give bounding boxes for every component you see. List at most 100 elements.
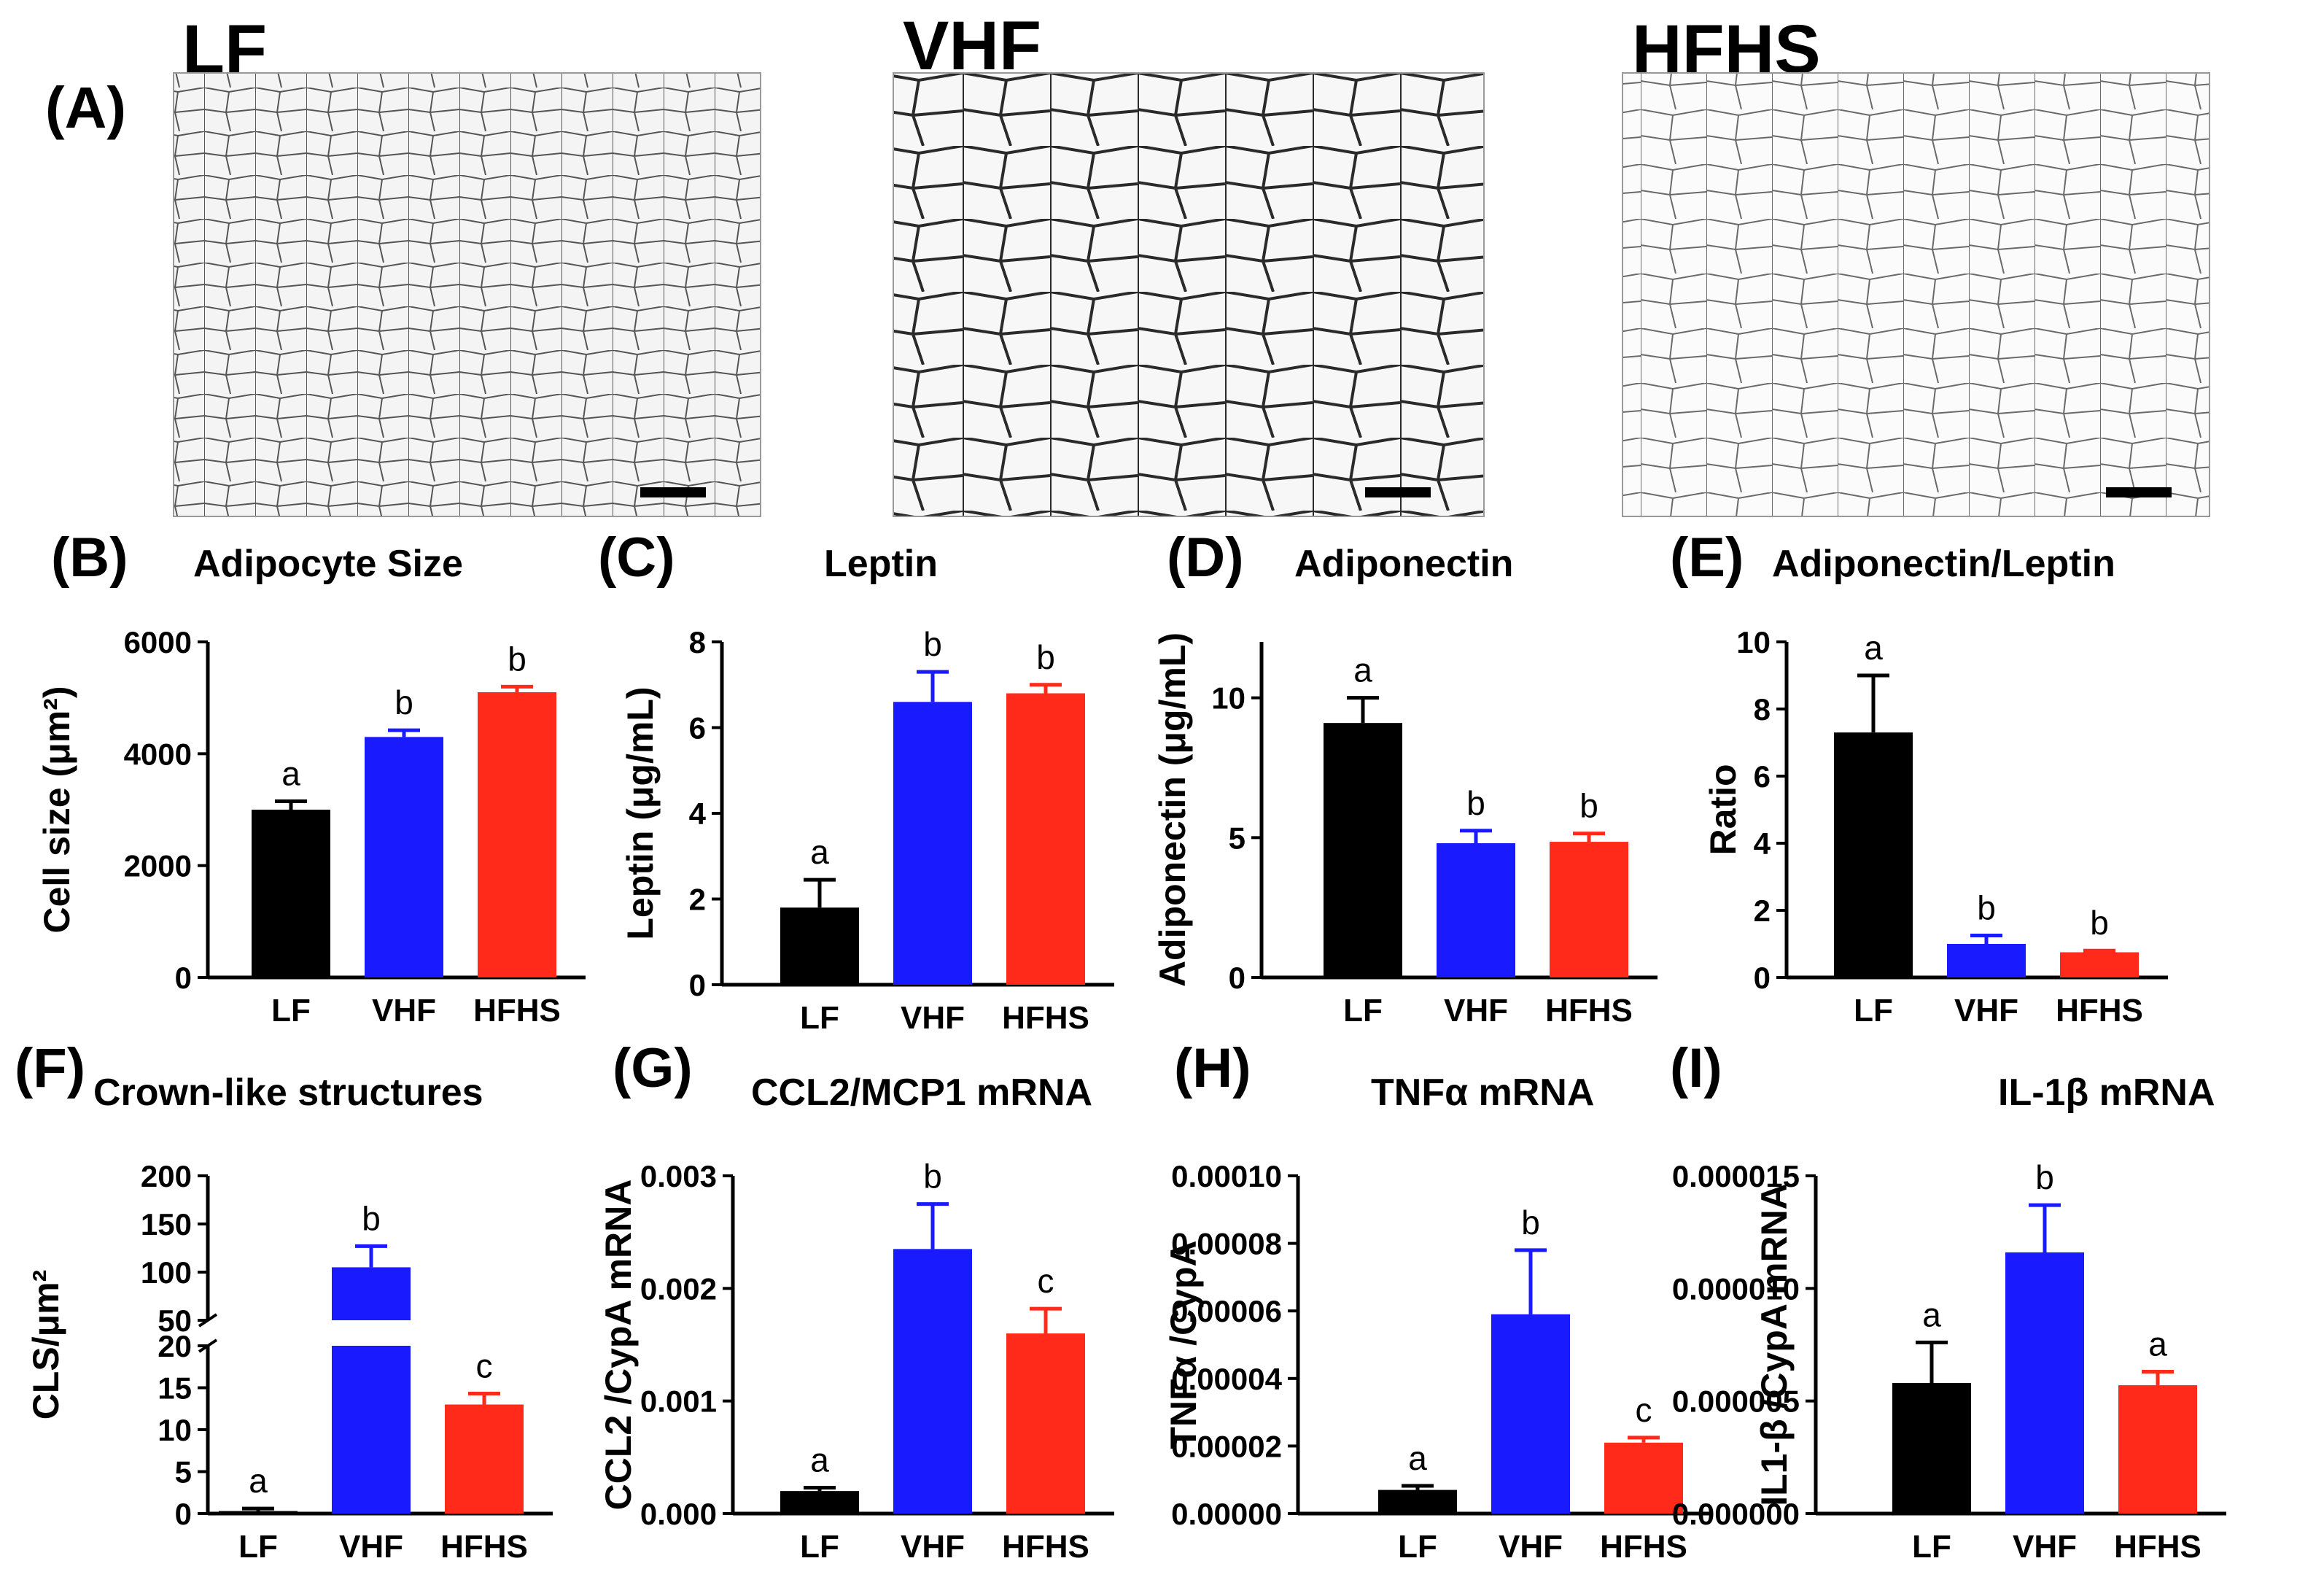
chart-panel-c: (C) Leptin Leptin (μg/mL) 0 2 4 6 8 a LF b VHF b HFHS bbox=[598, 527, 1114, 1036]
y-tick-label-c: 8 bbox=[689, 625, 706, 659]
y-tick-label-g: 0.002 bbox=[640, 1271, 717, 1306]
bar-h-hfhs bbox=[1604, 1442, 1683, 1514]
bar-i-lf bbox=[1892, 1382, 1971, 1514]
panel-label-h: (H) bbox=[1174, 1037, 1251, 1099]
y-tick-label-h: 0.00002 bbox=[1171, 1429, 1282, 1463]
significance-letter-i-vhf: b bbox=[2035, 1158, 2054, 1196]
chart-title-d: Adiponectin bbox=[1294, 543, 1513, 585]
x-tick-label-h-vhf: VHF bbox=[1499, 1529, 1563, 1565]
x-tick-label-c-lf: LF bbox=[800, 1000, 839, 1036]
x-tick-label-i-hfhs: HFHS bbox=[2114, 1529, 2201, 1565]
bar-g-hfhs bbox=[1006, 1333, 1085, 1514]
y-tick-label-i: 0.000000 bbox=[1672, 1497, 1800, 1531]
significance-letter-e-vhf: b bbox=[1977, 889, 1996, 927]
y-axis-label-i: IL1-β /CypA mRNA bbox=[1754, 1183, 1795, 1506]
x-tick-label-e-lf: LF bbox=[1854, 993, 1893, 1028]
significance-letter-g-lf: a bbox=[810, 1441, 829, 1479]
x-tick-label-b-lf: LF bbox=[271, 993, 311, 1028]
y-tick-label-g: 0.000 bbox=[640, 1497, 717, 1531]
significance-letter-f-vhf: b bbox=[362, 1199, 381, 1237]
chart-title-e: Adiponectin/Leptin bbox=[1772, 543, 2115, 585]
scale-bar-lf bbox=[640, 487, 706, 497]
y-tick-label-g: 0.003 bbox=[640, 1159, 717, 1193]
y-axis-label-d: Adiponectin (μg/mL) bbox=[1152, 632, 1193, 987]
bar-c-lf bbox=[780, 907, 859, 985]
chart-panel-e: (E) Adiponectin/Leptin Ratio 0 2 4 6 8 10 a LF b VHF… bbox=[1670, 527, 2168, 1028]
chart-title-c: Leptin bbox=[824, 543, 938, 585]
significance-letter-d-vhf: b bbox=[1466, 784, 1485, 822]
y-tick-label-b: 2000 bbox=[124, 849, 192, 883]
y-tick-label-f: 50 bbox=[158, 1303, 192, 1338]
panel-label-a: (A) bbox=[45, 75, 126, 140]
chart-panel-h: (H) TNFα mRNA TNFα /CypA 0.00000 0.00002 0.00… bbox=[1163, 1037, 1712, 1565]
bar-c-vhf bbox=[893, 702, 972, 985]
y-axis-label-c: Leptin (μg/mL) bbox=[620, 686, 661, 940]
panel-label-g: (G) bbox=[613, 1037, 693, 1099]
x-tick-label-f-lf: LF bbox=[238, 1529, 278, 1565]
panel-label-b: (B) bbox=[51, 527, 128, 589]
y-axis-label-e: Ratio bbox=[1703, 764, 1744, 856]
chart-title-h: TNFα mRNA bbox=[1371, 1072, 1594, 1114]
panel-label-e: (E) bbox=[1670, 527, 1744, 589]
y-tick-label-b: 0 bbox=[175, 961, 192, 995]
bar-b-vhf bbox=[365, 737, 443, 977]
significance-letter-c-vhf: b bbox=[923, 625, 942, 663]
y-tick-label-e: 6 bbox=[1754, 759, 1771, 794]
panel-label-f: (F) bbox=[15, 1037, 85, 1099]
bar-b-lf bbox=[252, 810, 330, 977]
micrograph-panel-lf: LF bbox=[173, 11, 761, 517]
bar-i-vhf bbox=[2005, 1252, 2084, 1514]
significance-letter-c-lf: a bbox=[810, 833, 829, 871]
significance-letter-e-lf: a bbox=[1864, 629, 1883, 667]
x-tick-label-e-vhf: VHF bbox=[1954, 993, 2018, 1028]
significance-letter-d-lf: a bbox=[1353, 651, 1372, 689]
significance-letter-h-vhf: b bbox=[1521, 1204, 1540, 1241]
y-tick-label-f: 150 bbox=[141, 1207, 192, 1241]
y-tick-label-i: 0.000015 bbox=[1672, 1159, 1800, 1193]
y-tick-label-e: 0 bbox=[1754, 961, 1771, 995]
x-tick-label-d-lf: LF bbox=[1343, 993, 1383, 1028]
y-tick-label-f: 0 bbox=[175, 1497, 192, 1531]
panel-label-i: (I) bbox=[1670, 1037, 1722, 1099]
micrograph-panel-vhf: VHF bbox=[893, 7, 1485, 517]
y-tick-label-f: 15 bbox=[158, 1371, 192, 1406]
y-tick-label-f: 10 bbox=[158, 1413, 192, 1447]
bar-c-hfhs bbox=[1006, 693, 1085, 985]
y-tick-label-d: 5 bbox=[1229, 821, 1245, 855]
micrograph-panel-hfhs: HFHS bbox=[1622, 11, 2210, 517]
significance-letter-h-hfhs: c bbox=[1636, 1391, 1652, 1429]
bar-g-lf bbox=[780, 1491, 859, 1514]
x-tick-label-g-hfhs: HFHS bbox=[1002, 1529, 1089, 1565]
significance-letter-f-hfhs: c bbox=[476, 1347, 493, 1385]
y-tick-label-c: 6 bbox=[689, 711, 706, 745]
micrograph-hfhs bbox=[1622, 72, 2210, 517]
y-tick-label-i: 0.000005 bbox=[1672, 1384, 1800, 1419]
x-tick-label-i-lf: LF bbox=[1912, 1529, 1951, 1565]
y-tick-label-f: 100 bbox=[141, 1255, 192, 1290]
bar-e-lf bbox=[1834, 732, 1913, 977]
bar-b-hfhs bbox=[478, 692, 556, 977]
y-axis-label-b: Cell size (μm²) bbox=[36, 686, 77, 934]
y-tick-label-h: 0.00010 bbox=[1171, 1159, 1282, 1193]
micrograph-title-vhf: VHF bbox=[903, 7, 1041, 85]
y-tick-label-f: 5 bbox=[175, 1455, 192, 1489]
significance-letter-e-hfhs: b bbox=[2090, 904, 2109, 942]
y-tick-label-f: 200 bbox=[141, 1159, 192, 1193]
bar-h-lf bbox=[1378, 1489, 1457, 1514]
chart-panel-d: (D) Adiponectin Adiponectin (μg/mL) 0 5 10 a LF… bbox=[1152, 527, 1657, 1028]
y-tick-label-e: 2 bbox=[1754, 894, 1771, 928]
y-tick-label-i: 0.000010 bbox=[1672, 1271, 1800, 1306]
x-tick-label-d-hfhs: HFHS bbox=[1545, 993, 1633, 1028]
bar-f-vhf bbox=[332, 1267, 411, 1514]
x-tick-label-h-hfhs: HFHS bbox=[1600, 1529, 1687, 1565]
y-axis-label-f: CLS/μm² bbox=[26, 1270, 66, 1420]
x-tick-label-g-lf: LF bbox=[800, 1529, 839, 1565]
x-tick-label-f-hfhs: HFHS bbox=[440, 1529, 528, 1565]
significance-letter-b-lf: a bbox=[281, 755, 300, 793]
y-tick-label-b: 6000 bbox=[124, 625, 192, 659]
scale-bar-vhf bbox=[1365, 487, 1431, 497]
significance-letter-b-vhf: b bbox=[395, 683, 413, 721]
x-tick-label-b-hfhs: HFHS bbox=[473, 993, 561, 1028]
